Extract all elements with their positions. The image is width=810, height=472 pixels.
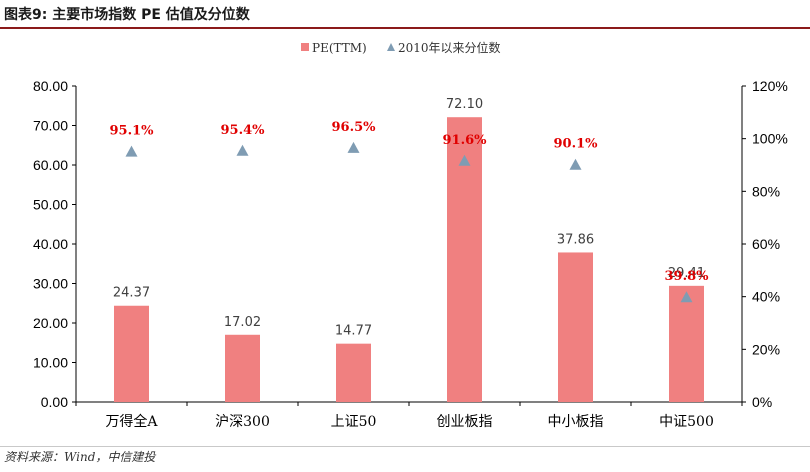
percentile-marker bbox=[680, 291, 693, 303]
pe-bar-value-label: 29.41 bbox=[668, 266, 705, 281]
pe-bar bbox=[114, 305, 149, 402]
category-label: 上证50 bbox=[331, 414, 377, 430]
pe-valuation-chart: PE(TTM) 2010年以来分位数 0.00 10.00 20.00 30.00 40.0… bbox=[33, 40, 788, 430]
percentile-value-label: 95.4% bbox=[220, 123, 265, 138]
pe-bar-value-label: 72.10 bbox=[446, 97, 483, 112]
percentile-marker bbox=[347, 141, 360, 153]
left-axis-tick-label: 30.00 bbox=[33, 276, 68, 292]
pe-bar bbox=[225, 334, 260, 402]
pe-bar bbox=[669, 285, 704, 402]
source-note: 资料来源：Wind，中信建投 bbox=[4, 450, 156, 464]
legend-label-marker: 2010年以来分位数 bbox=[398, 40, 501, 55]
legend-swatch-marker bbox=[387, 43, 395, 51]
percentile-value-label: 90.1% bbox=[553, 137, 598, 152]
percentile-marker bbox=[569, 158, 582, 170]
pe-bar-value-label: 14.77 bbox=[335, 324, 372, 339]
percentile-value-label: 91.6% bbox=[442, 133, 487, 148]
right-axis-tick-label: 80% bbox=[752, 183, 780, 199]
percentile-value-label: 95.1% bbox=[109, 124, 154, 139]
left-axis-tick-label: 10.00 bbox=[33, 355, 68, 371]
right-axis-tick-label: 60% bbox=[752, 236, 780, 252]
pe-bar bbox=[336, 343, 371, 402]
category-label: 中证500 bbox=[659, 414, 714, 430]
percentile-marker bbox=[236, 144, 249, 156]
right-axis-tick-label: 40% bbox=[752, 289, 780, 305]
right-axis-tick-label: 120% bbox=[752, 78, 788, 94]
figure-title-bar: 图表9: 主要市场指数 PE 估值及分位数 bbox=[0, 0, 810, 29]
percentile-marker bbox=[125, 145, 138, 157]
left-axis-tick-label: 0.00 bbox=[41, 394, 68, 410]
legend-swatch-bar bbox=[301, 43, 309, 51]
pe-bar-value-label: 24.37 bbox=[113, 286, 150, 301]
category-label: 创业板指 bbox=[437, 414, 493, 430]
pe-bar-value-label: 17.02 bbox=[224, 315, 261, 330]
right-axis-tick-label: 0% bbox=[752, 394, 772, 410]
percentile-marker bbox=[458, 154, 471, 166]
left-axis-tick-label: 50.00 bbox=[33, 197, 68, 213]
figure-title: 图表9: 主要市场指数 PE 估值及分位数 bbox=[4, 7, 250, 23]
title-divider bbox=[0, 27, 810, 29]
percentile-value-label: 39.8% bbox=[664, 269, 709, 284]
category-label: 中小板指 bbox=[548, 414, 604, 430]
percentile-value-label: 96.5% bbox=[331, 120, 376, 135]
legend-label-bar: PE(TTM) bbox=[312, 41, 367, 55]
right-axis-tick-label: 100% bbox=[752, 131, 788, 147]
left-axis-tick-label: 80.00 bbox=[33, 78, 68, 94]
left-axis-tick-label: 60.00 bbox=[33, 157, 68, 173]
left-axis-tick-label: 40.00 bbox=[33, 236, 68, 252]
footer-divider bbox=[0, 446, 810, 447]
category-label: 万得全A bbox=[105, 413, 158, 430]
pe-bar bbox=[558, 252, 593, 402]
category-label: 沪深300 bbox=[215, 414, 270, 430]
right-axis-tick-label: 20% bbox=[752, 341, 780, 357]
left-axis-tick-label: 20.00 bbox=[33, 315, 68, 331]
pe-bar-value-label: 37.86 bbox=[557, 232, 594, 247]
left-axis-tick-label: 70.00 bbox=[33, 118, 68, 134]
